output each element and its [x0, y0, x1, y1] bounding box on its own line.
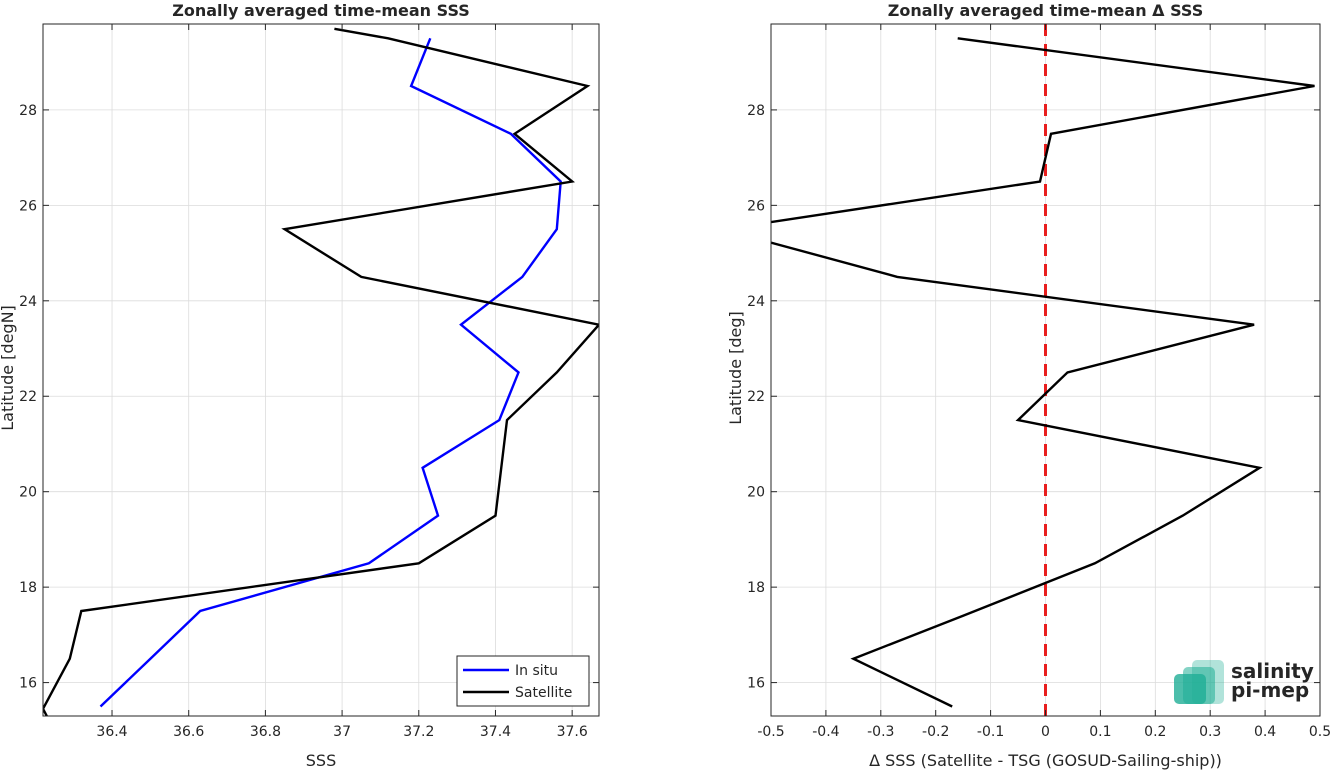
y-tick-label-24: 24	[19, 294, 37, 310]
y-tick-label-24: 24	[747, 294, 765, 310]
x-tick-label-36_6: 36.6	[173, 724, 204, 740]
panel-title: Zonally averaged time-mean Δ SSS	[888, 1, 1204, 20]
y-tick-label-18: 18	[19, 580, 37, 596]
x-tick-label-37: 37	[333, 724, 351, 740]
x-tick-label-0_3: 0.3	[1199, 724, 1221, 740]
right-panel-delta-sss: -0.5 -0.4 -0.3 -0.2 -0.1 0 0.1 0.2 0.3 0.4 0.5 16 18…	[726, 1, 1330, 770]
x-tick-label-37_6: 37.6	[557, 724, 588, 740]
logo-wave-shape-front	[1174, 674, 1206, 704]
x-axis-title: SSS	[306, 751, 336, 770]
series-line-satellite	[43, 27, 599, 716]
x-tick-label-m0_2: -0.2	[922, 724, 949, 740]
axes-frame	[42, 23, 600, 717]
y-tick-label-22: 22	[19, 389, 37, 405]
y-tick-label-28: 28	[747, 103, 765, 119]
x-tick-label-0_5: 0.5	[1309, 724, 1330, 740]
logo-line-1: salinity	[1231, 659, 1314, 683]
panel-title: Zonally averaged time-mean SSS	[172, 1, 470, 20]
x-tick-label-36_8: 36.8	[250, 724, 281, 740]
y-axis-title: Latitude [deg]	[726, 311, 745, 425]
series-line-in-situ	[99, 37, 562, 708]
x-tick-label-37_2: 37.2	[403, 724, 434, 740]
y-tick-label-16: 16	[747, 676, 765, 692]
y-tick-label-26: 26	[19, 198, 37, 214]
x-tick-label-m0_3: -0.3	[867, 724, 894, 740]
logo-line-2: pi-mep	[1231, 678, 1309, 702]
y-tick-label-20: 20	[747, 485, 765, 501]
x-tick-label-0: 0	[1041, 724, 1050, 740]
y-tick-label-22: 22	[747, 389, 765, 405]
salinity-pi-mep-logo: salinity pi-mep	[1174, 659, 1314, 704]
x-tick-label-m0_4: -0.4	[812, 724, 839, 740]
y-tick-label-28: 28	[19, 103, 37, 119]
left-panel-sss: 36.4 36.6 36.8 37 37.2 37.4 37.6 16 18 20 22 24 26 28…	[0, 1, 600, 770]
y-axis-title: Latitude [degN]	[0, 305, 17, 431]
legend-label-in-situ: In situ	[515, 663, 558, 679]
x-axis-title: Δ SSS (Satellite - TSG (GOSUD-Sailing-sh…	[869, 751, 1222, 770]
y-tick-label-16: 16	[19, 676, 37, 692]
x-tick-label-0_1: 0.1	[1089, 724, 1111, 740]
y-tick-label-26: 26	[747, 198, 765, 214]
legend-label-satellite: Satellite	[515, 685, 572, 701]
y-tick-label-20: 20	[19, 485, 37, 501]
x-tick-label-m0_1: -0.1	[977, 724, 1004, 740]
x-tick-label-37_4: 37.4	[480, 724, 511, 740]
legend-box	[456, 655, 590, 707]
x-tick-label-0_4: 0.4	[1254, 724, 1276, 740]
series-line-delta-sss-2	[771, 241, 1263, 708]
series-line-delta-sss-1	[771, 37, 1315, 224]
x-tick-label-m0_5: -0.5	[757, 724, 784, 740]
y-tick-label-18: 18	[747, 580, 765, 596]
legend: In situ Satellite	[456, 655, 590, 707]
x-tick-label-36_4: 36.4	[96, 724, 127, 740]
x-tick-label-0_2: 0.2	[1144, 724, 1166, 740]
